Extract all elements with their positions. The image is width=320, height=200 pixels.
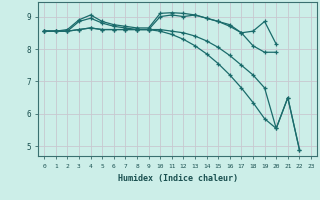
X-axis label: Humidex (Indice chaleur): Humidex (Indice chaleur): [118, 174, 238, 183]
